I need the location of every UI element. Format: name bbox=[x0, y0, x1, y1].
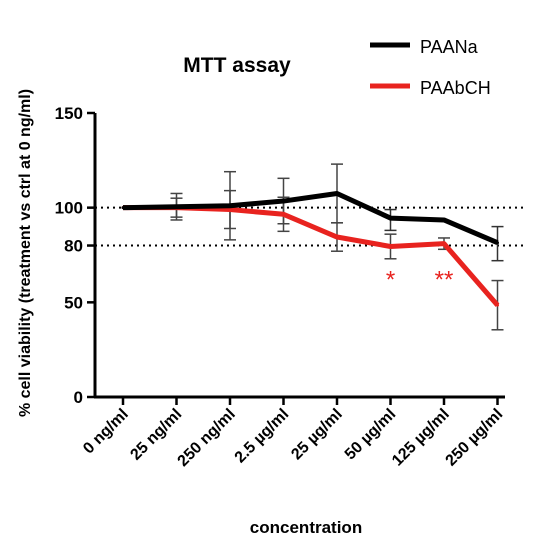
data-point-paana-1 bbox=[175, 205, 178, 209]
y-axis-label: % cell viability (treatment vs ctrl at 0… bbox=[17, 89, 34, 417]
data-point-paana-4 bbox=[335, 191, 339, 195]
x-tick-label-2: 250 ng/ml bbox=[175, 406, 239, 470]
data-point-paana-2 bbox=[228, 204, 232, 208]
y-tick-label-50: 50 bbox=[64, 293, 83, 312]
data-point-paana-7 bbox=[496, 241, 499, 245]
x-tick-label-3: 2.5 µg/ml bbox=[232, 406, 293, 467]
x-tick-label-6: 125 µg/ml bbox=[389, 406, 453, 470]
significance-marker-1: ** bbox=[435, 267, 454, 294]
y-tick-label-80: 80 bbox=[64, 237, 83, 256]
y-tick-label-0: 0 bbox=[74, 388, 83, 407]
significance-marker-0: * bbox=[386, 267, 395, 294]
data-point-paabch-7 bbox=[496, 303, 499, 307]
data-point-paana-6 bbox=[442, 218, 446, 222]
data-point-paabch-5 bbox=[389, 244, 392, 248]
x-tick-label-4: 25 µg/ml bbox=[288, 406, 346, 464]
data-point-paabch-6 bbox=[442, 242, 446, 246]
x-tick-label-7: 250 µg/ml bbox=[443, 406, 507, 470]
y-tick-label-100: 100 bbox=[55, 199, 83, 218]
data-point-paana-0 bbox=[121, 206, 125, 210]
data-point-paana-3 bbox=[282, 199, 285, 203]
legend-label-paana: PAANa bbox=[420, 37, 479, 57]
y-tick-label-150: 150 bbox=[55, 104, 83, 123]
data-point-paabch-2 bbox=[228, 208, 232, 212]
data-point-paabch-3 bbox=[282, 212, 285, 216]
x-tick-label-0: 0 ng/ml bbox=[80, 406, 132, 458]
legend-label-paabch: PAAbCH bbox=[420, 78, 491, 98]
data-point-paana-5 bbox=[389, 216, 392, 220]
data-point-paabch-4 bbox=[335, 235, 339, 239]
series-line-paana bbox=[122, 190, 499, 245]
legend: PAANa PAAbCH bbox=[370, 37, 491, 98]
x-axis-label: concentration bbox=[250, 518, 362, 537]
chart-title: MTT assay bbox=[183, 54, 291, 77]
